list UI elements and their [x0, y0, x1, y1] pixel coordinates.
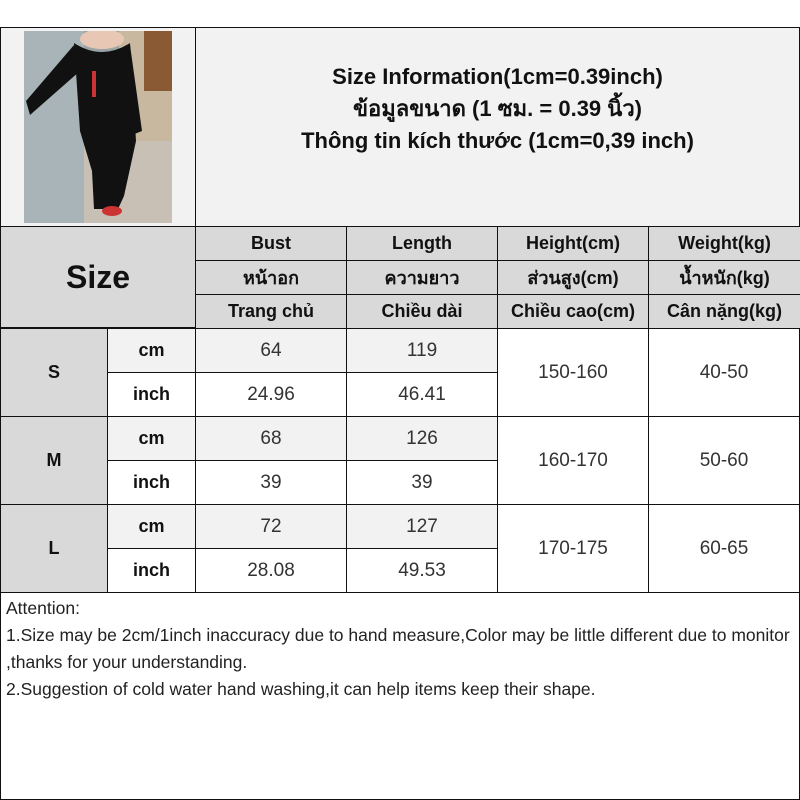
product-photo: [24, 31, 172, 223]
unit-inch-label: inch: [107, 548, 196, 593]
size-header: Size: [0, 226, 196, 328]
header-th-2: ส่วนสูง(cm): [497, 260, 649, 295]
product-photo-cell: [0, 27, 196, 227]
bust-cm: 72: [195, 504, 347, 549]
title-english: Size Information(1cm=0.39inch): [332, 64, 663, 89]
header-th-3: น้ำหนัก(kg): [648, 260, 800, 295]
header-en-3: Weight(kg): [648, 226, 800, 261]
unit-cm-label: cm: [107, 328, 196, 373]
title-thai: ข้อมูลขนาด (1 ซม. = 0.39 นิ้ว): [352, 96, 642, 121]
size-label: L: [0, 504, 108, 593]
bust-inch: 24.96: [195, 372, 347, 417]
attention-line-2: 2.Suggestion of cold water hand washing,…: [6, 679, 596, 699]
length-cm: 126: [346, 416, 498, 461]
size-label: M: [0, 416, 108, 505]
bust-cm: 64: [195, 328, 347, 373]
length-inch: 46.41: [346, 372, 498, 417]
bust-inch: 39: [195, 460, 347, 505]
unit-cm-label: cm: [107, 416, 196, 461]
title-vietnamese: Thông tin kích thước (1cm=0,39 inch): [301, 128, 694, 153]
length-inch: 49.53: [346, 548, 498, 593]
height-range: 160-170: [497, 416, 649, 505]
bust-cm: 68: [195, 416, 347, 461]
attention-heading: Attention:: [6, 598, 80, 618]
length-cm: 119: [346, 328, 498, 373]
length-inch: 39: [346, 460, 498, 505]
attention-note: Attention: 1.Size may be 2cm/1inch inacc…: [0, 592, 800, 800]
header-vi-1: Chiều dài: [346, 294, 498, 329]
unit-cm-label: cm: [107, 504, 196, 549]
weight-range: 40-50: [648, 328, 800, 417]
header-en-0: Bust: [195, 226, 347, 261]
height-range: 170-175: [497, 504, 649, 593]
unit-inch-label: inch: [107, 372, 196, 417]
size-info-title: Size Information(1cm=0.39inch) ข้อมูลขนา…: [195, 27, 800, 227]
attention-line-1: 1.Size may be 2cm/1inch inaccuracy due t…: [6, 625, 790, 672]
weight-range: 50-60: [648, 416, 800, 505]
header-vi-2: Chiều cao(cm): [497, 294, 649, 329]
length-cm: 127: [346, 504, 498, 549]
size-label: S: [0, 328, 108, 417]
bust-inch: 28.08: [195, 548, 347, 593]
unit-inch-label: inch: [107, 460, 196, 505]
header-vi-0: Trang chủ: [195, 294, 347, 329]
header-en-1: Length: [346, 226, 498, 261]
weight-range: 60-65: [648, 504, 800, 593]
header-en-2: Height(cm): [497, 226, 649, 261]
height-range: 150-160: [497, 328, 649, 417]
header-th-1: ความยาว: [346, 260, 498, 295]
header-vi-3: Cân nặng(kg): [648, 294, 800, 329]
header-th-0: หน้าอก: [195, 260, 347, 295]
